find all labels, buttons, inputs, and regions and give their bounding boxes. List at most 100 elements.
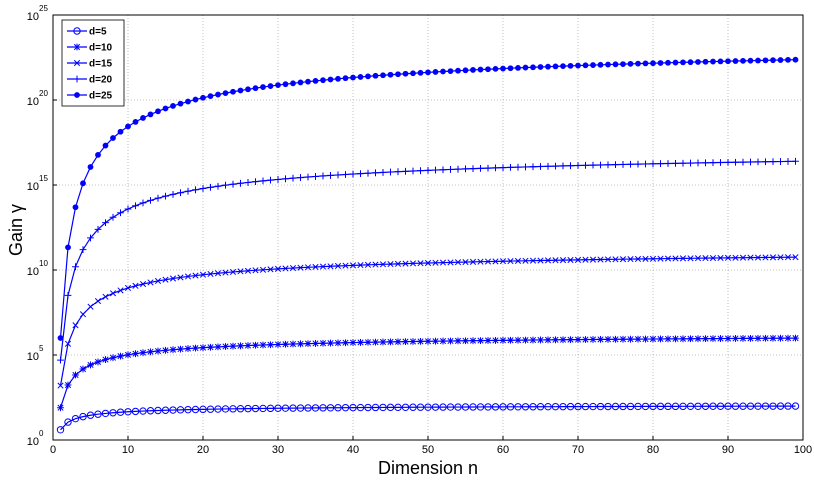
data-point [289,174,297,182]
data-point [649,402,657,411]
data-point [131,407,140,416]
data-point [80,180,86,187]
data-point [349,170,357,178]
data-point [215,91,221,98]
data-point [716,402,725,410]
data-point [266,404,275,413]
data-point [446,403,455,411]
data-point [116,408,125,416]
data-point [574,162,582,169]
data-point [394,168,402,176]
data-point [567,162,574,170]
legend-label: d=10 [89,43,113,54]
data-point [334,404,342,412]
data-point [679,255,687,262]
data-point [731,402,740,410]
data-point [657,60,664,66]
data-point [297,79,304,86]
data-point [184,345,192,352]
data-point [154,194,162,202]
data-point [185,98,191,105]
data-point [372,169,379,177]
data-point [357,170,364,178]
data-point [686,402,695,411]
y-axis-label: Gain γ [6,204,26,256]
data-point [342,339,349,347]
data-point [117,352,124,360]
data-point [589,256,597,263]
data-point [139,280,147,288]
data-point [740,57,746,64]
data-point [529,163,537,171]
data-point [492,164,499,172]
data-point [529,257,537,264]
data-point [657,255,664,262]
data-point [725,58,731,65]
data-point [57,335,64,341]
data-point [694,402,702,410]
x-tick-label: 50 [422,444,434,456]
data-point [664,335,672,343]
data-point [155,108,161,115]
data-point [462,258,469,266]
data-point [717,159,724,166]
data-point [559,162,567,170]
data-point [387,338,394,346]
data-point [769,158,777,166]
data-point [432,166,439,174]
data-point [364,403,372,412]
data-point [72,263,79,271]
data-point [304,404,312,412]
data-point [259,266,267,273]
data-point [544,402,552,411]
data-point [627,160,634,168]
data-point [199,405,207,414]
data-point [560,63,566,70]
data-point [327,263,334,270]
data-point [537,163,544,170]
x-tick-label: 40 [347,444,359,456]
data-point [559,336,567,344]
data-point [117,128,124,135]
data-point [597,161,604,169]
y-tick-label: 10 [27,11,39,23]
data-point [297,264,304,271]
data-point [222,90,229,97]
legend-label: d=5 [89,27,107,38]
data-point [64,340,72,347]
data-point [109,213,117,221]
data-point [371,403,380,412]
data-point [274,176,282,183]
data-point [701,402,710,410]
data-point [395,71,401,78]
data-point [402,70,409,77]
data-point [521,403,530,411]
data-point [162,105,169,112]
data-point [146,407,155,415]
data-point [289,264,297,272]
data-point [199,344,207,352]
data-point [326,404,335,412]
data-point [551,402,560,411]
data-point [147,111,154,118]
data-point [394,403,402,412]
data-point [649,160,657,168]
data-point [477,337,484,344]
data-point [349,339,357,346]
data-point [447,166,454,173]
data-point [710,58,716,65]
data-point [537,336,544,344]
data-point [792,334,799,342]
data-point [297,340,304,348]
data-point [102,293,109,300]
data-point [169,346,177,354]
data-point [162,192,169,200]
data-point [221,405,230,413]
data-point [784,402,792,410]
data-point [680,59,686,66]
data-point [739,158,747,166]
data-point [237,268,244,275]
data-point [507,65,514,72]
data-point [664,402,672,411]
data-point [124,205,132,213]
